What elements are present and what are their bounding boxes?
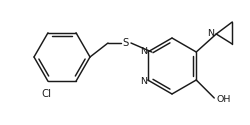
Text: N: N [139,46,146,56]
Text: Cl: Cl [41,89,51,99]
Text: N: N [206,30,214,38]
Text: S: S [122,38,129,48]
Text: N: N [139,76,146,86]
Text: OH: OH [216,94,230,104]
